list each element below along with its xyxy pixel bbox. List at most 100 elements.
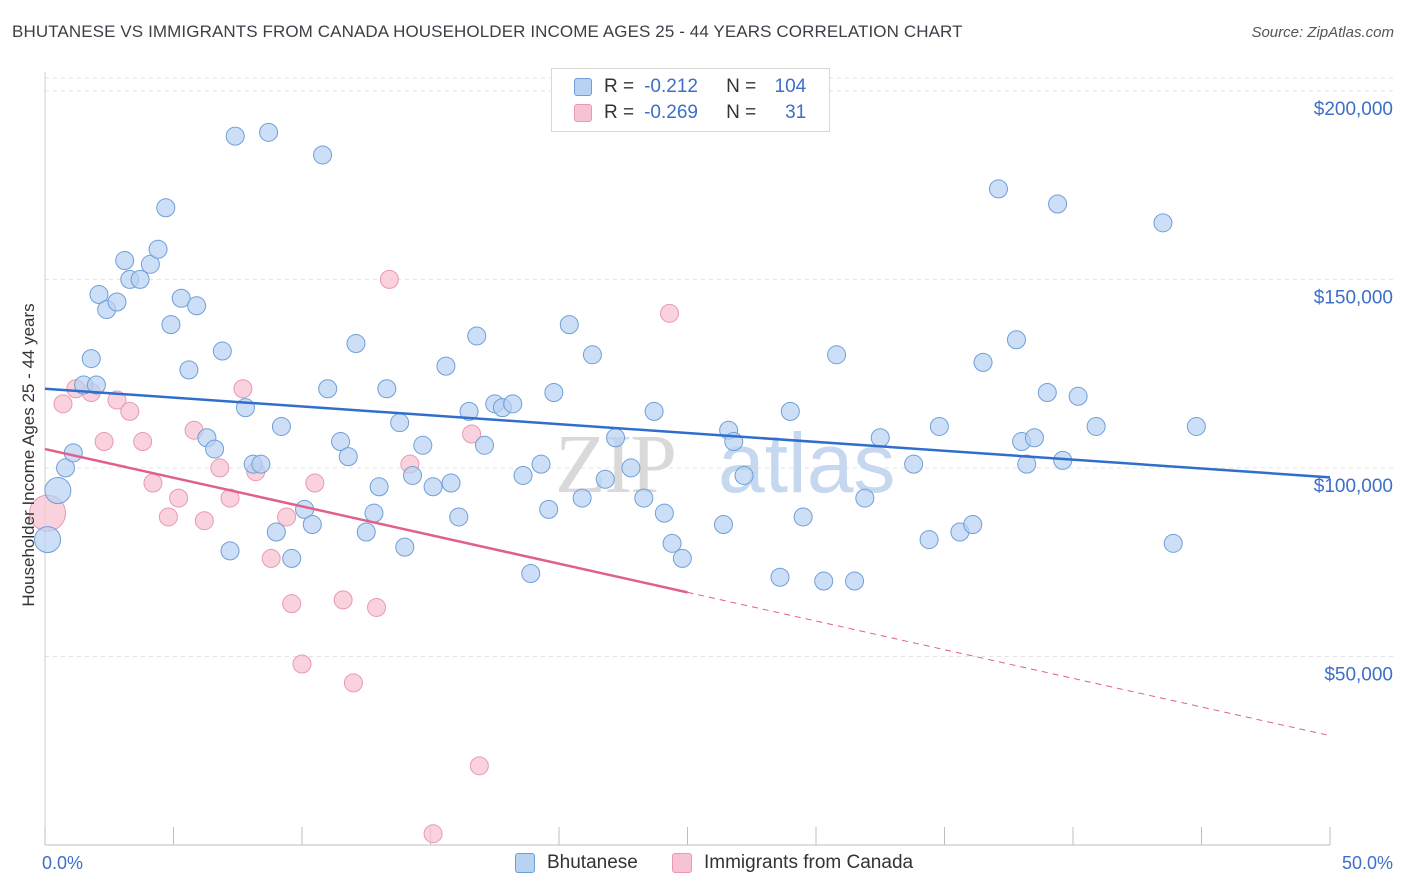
series-bhutanese-points (34, 122, 1206, 591)
legend-r-label: R = (604, 76, 635, 97)
point-bhutanese (1068, 386, 1088, 406)
point-bhutanese (662, 533, 682, 553)
x-tick-label-end: 50.0% (1342, 853, 1393, 873)
point-bhutanese (179, 360, 199, 380)
point-bhutanese (521, 564, 541, 584)
point-immigrants (277, 507, 297, 527)
point-bhutanese (1006, 330, 1026, 350)
bottom-legend: Bhutanese Immigrants from Canada (0, 852, 1406, 878)
point-bhutanese (395, 537, 415, 557)
point-bhutanese (140, 254, 160, 274)
point-bhutanese (130, 269, 150, 289)
point-immigrants (292, 654, 312, 674)
point-bhutanese (56, 458, 76, 478)
legend-swatch-blue (574, 78, 592, 96)
legend-r-label: R = (604, 102, 635, 123)
point-bhutanese (1153, 213, 1173, 233)
point-bhutanese (870, 428, 890, 448)
point-bhutanese (474, 435, 494, 455)
point-bhutanese (377, 379, 397, 399)
point-bhutanese (107, 292, 127, 312)
trend-line-bhutanese (44, 387, 1331, 479)
point-bhutanese (770, 567, 790, 587)
point-immigrants (53, 394, 73, 414)
point-bhutanese (644, 401, 664, 421)
y-tick-label: $100,000 (1314, 476, 1393, 497)
point-bhutanese (225, 126, 245, 146)
point-bhutanese (423, 477, 443, 497)
point-immigrants (94, 432, 114, 452)
point-bhutanese (282, 548, 302, 568)
point-immigrants (462, 424, 482, 444)
legend-row-bhutanese: R = -0.212 N = 104 (574, 75, 806, 99)
point-immigrants (343, 673, 363, 693)
point-immigrants (469, 756, 489, 776)
point-bhutanese (827, 345, 847, 365)
point-bhutanese (559, 315, 579, 335)
point-immigrants (158, 507, 178, 527)
point-immigrants (305, 473, 325, 493)
point-bhutanese (582, 345, 602, 365)
point-immigrants (169, 488, 189, 508)
point-bhutanese (156, 198, 176, 218)
point-bhutanese (513, 465, 533, 485)
legend-n-value: 104 (774, 76, 807, 97)
point-immigrants (379, 269, 399, 289)
point-bhutanese (919, 530, 939, 550)
point-bhutanese (44, 477, 72, 505)
point-bhutanese (212, 341, 232, 361)
point-bhutanese (814, 571, 834, 591)
point-bhutanese (467, 326, 487, 346)
bottom-legend-label: Immigrants from Canada (704, 852, 914, 873)
point-bhutanese (539, 499, 559, 519)
point-bhutanese (187, 296, 207, 316)
point-bhutanese (318, 379, 338, 399)
point-bhutanese (205, 439, 225, 459)
point-immigrants (660, 303, 680, 323)
bottom-legend-swatch-pink (672, 853, 692, 873)
point-bhutanese (302, 514, 322, 534)
point-bhutanese (346, 333, 366, 353)
point-immigrants (233, 379, 253, 399)
point-bhutanese (713, 514, 733, 534)
point-immigrants (423, 824, 443, 844)
bottom-legend-label: Bhutanese (547, 852, 638, 873)
point-immigrants (194, 511, 214, 531)
y-tick-label: $150,000 (1314, 287, 1393, 308)
point-bhutanese (929, 416, 949, 436)
point-bhutanese (845, 571, 865, 591)
point-bhutanese (220, 541, 240, 561)
point-bhutanese (531, 454, 551, 474)
point-bhutanese (780, 401, 800, 421)
point-bhutanese (331, 432, 351, 452)
y-tick-label: $200,000 (1314, 99, 1393, 120)
point-bhutanese (271, 416, 291, 436)
point-bhutanese (313, 145, 333, 165)
trend-lines (44, 387, 1331, 737)
point-bhutanese (1186, 416, 1206, 436)
point-bhutanese (1163, 533, 1183, 553)
y-tick-labels: $50,000 $100,000 $150,000 $200,000 (1314, 99, 1393, 686)
point-bhutanese (595, 469, 615, 489)
legend-n-value: 31 (785, 102, 807, 123)
point-bhutanese (544, 383, 564, 403)
point-bhutanese (963, 514, 983, 534)
legend: R = -0.212 N = 104 R = -0.269 N = 31 (551, 68, 830, 132)
y-axis-label: Householder Income Ages 25 - 44 years (19, 303, 38, 606)
point-bhutanese (621, 458, 641, 478)
point-bhutanese (1017, 454, 1037, 474)
legend-r-value: -0.269 (644, 102, 698, 123)
point-bhutanese (1037, 383, 1057, 403)
point-bhutanese (34, 526, 62, 554)
point-bhutanese (390, 413, 410, 433)
bottom-legend-immigrants: Immigrants from Canada (672, 852, 913, 874)
point-bhutanese (161, 315, 181, 335)
point-bhutanese (338, 447, 358, 467)
point-immigrants (367, 597, 387, 617)
point-bhutanese (654, 503, 674, 523)
point-bhutanese (89, 284, 109, 304)
point-bhutanese (1024, 428, 1044, 448)
point-bhutanese (259, 122, 279, 142)
point-bhutanese (449, 507, 469, 527)
